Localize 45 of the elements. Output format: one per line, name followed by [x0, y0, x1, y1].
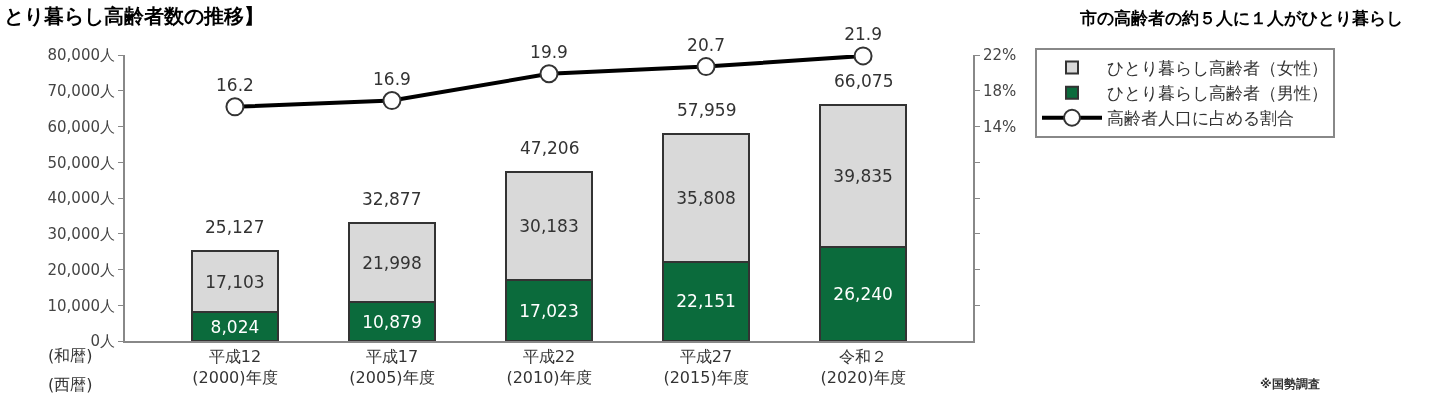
total-label: 66,075: [834, 71, 894, 91]
y2-tick-label: 14%: [983, 117, 1017, 136]
chart-title: とり暮らし高齢者数の推移】: [4, 4, 264, 28]
data-label: 19.9: [530, 41, 568, 62]
x-tick-label: 平成17 (2005)年度: [349, 347, 435, 387]
total-label: 25,127: [205, 217, 265, 237]
data-label: 21.9: [844, 24, 882, 45]
data-label: 22,151: [676, 291, 736, 312]
data-label: 8,024: [210, 316, 260, 337]
data-label: 17,023: [519, 300, 579, 321]
data-label: 26,240: [833, 284, 893, 305]
x-tick-label: 令和２ (2020)年度: [820, 347, 906, 387]
total-label: 47,206: [520, 138, 580, 158]
x-tick-label: 平成27 (2015)年度: [663, 347, 749, 387]
y-tick-label: 50,000人: [47, 153, 115, 172]
y2-tick-label: 18%: [983, 82, 1017, 100]
data-label: 10,879: [362, 311, 422, 332]
y-tick-label: 70,000人: [47, 82, 115, 100]
legend-label: ひとり暮らし高齢者（男性）: [1107, 83, 1328, 104]
y-tick-label: 40,000人: [47, 189, 115, 208]
data-label: 30,183: [519, 216, 579, 237]
total-label: 57,959: [677, 100, 737, 120]
text: 市の高齢者の約５人に１人がひとり暮らし: [1079, 8, 1403, 28]
total-label: 32,877: [362, 189, 422, 209]
text: ※国勢調査: [1260, 377, 1320, 391]
y-tick-label: 10,000人: [47, 296, 115, 315]
y-tick-label: 0人: [90, 332, 115, 351]
y-tick-label: 20,000人: [47, 260, 115, 279]
x-tick-label: 平成12 (2000)年度: [192, 347, 278, 387]
legend-label: ひとり暮らし高齢者（女性）: [1107, 58, 1328, 79]
data-label: 16.9: [373, 68, 411, 89]
y2-tick-label: 22%: [983, 46, 1017, 65]
y-tick-label: 30,000人: [47, 225, 115, 243]
data-label: 17,103: [205, 271, 265, 292]
y-tick-label: 60,000人: [47, 117, 115, 136]
data-label: 20.7: [687, 34, 725, 55]
legend-label: 高齢者人口に占める割合: [1107, 108, 1294, 129]
text: (西暦): [48, 375, 93, 394]
y-tick-label: 80,000人: [47, 46, 115, 65]
data-label: 35,808: [676, 187, 736, 208]
data-label: 39,835: [833, 165, 893, 186]
data-label: 16.2: [216, 74, 254, 95]
text: (和暦): [48, 346, 93, 365]
x-tick-label: 平成22 (2010)年度: [506, 347, 592, 387]
data-label: 21,998: [362, 252, 422, 273]
